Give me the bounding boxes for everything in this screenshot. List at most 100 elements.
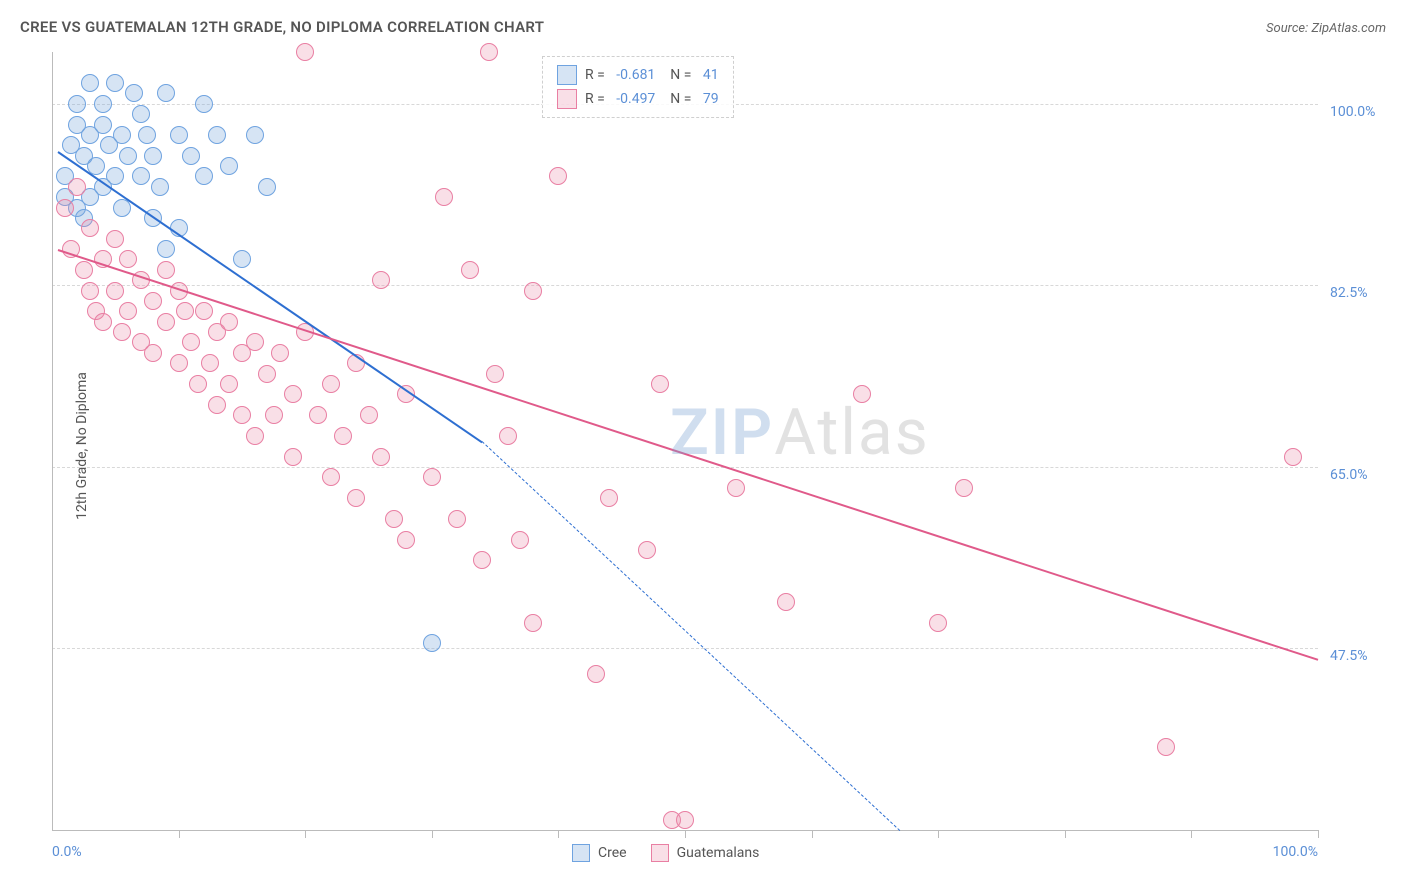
scatter-point bbox=[189, 375, 207, 393]
legend-r-value: -0.497 bbox=[616, 91, 655, 107]
legend-r-label: R = bbox=[585, 67, 608, 83]
scatter-point bbox=[499, 427, 517, 445]
scatter-point bbox=[600, 489, 618, 507]
legend-swatch bbox=[572, 844, 590, 862]
legend-item: Guatemalans bbox=[651, 844, 760, 862]
scatter-point bbox=[486, 365, 504, 383]
legend-r-label: R = bbox=[585, 91, 608, 107]
chart-source: Source: ZipAtlas.com bbox=[1266, 21, 1386, 36]
x-tick bbox=[1318, 830, 1319, 838]
scatter-point bbox=[385, 510, 403, 528]
scatter-point bbox=[106, 282, 124, 300]
scatter-point bbox=[322, 375, 340, 393]
y-tick-label: 47.5% bbox=[1330, 648, 1368, 664]
scatter-point bbox=[524, 614, 542, 632]
scatter-point bbox=[372, 448, 390, 466]
scatter-plot-area: 47.5%65.0%82.5%100.0%0.0%100.0% bbox=[52, 52, 1318, 830]
scatter-point bbox=[144, 147, 162, 165]
legend-swatch bbox=[651, 844, 669, 862]
scatter-point bbox=[1284, 448, 1302, 466]
gridline bbox=[52, 467, 1318, 468]
scatter-point bbox=[94, 116, 112, 134]
legend-stat-row: R = -0.497 N = 79 bbox=[557, 87, 719, 111]
scatter-point bbox=[106, 74, 124, 92]
scatter-point bbox=[265, 406, 283, 424]
scatter-point bbox=[423, 634, 441, 652]
scatter-point bbox=[258, 178, 276, 196]
scatter-point bbox=[94, 95, 112, 113]
trend-line-extrapolated bbox=[482, 441, 900, 831]
scatter-point bbox=[397, 531, 415, 549]
legend-label: Cree bbox=[598, 845, 627, 861]
scatter-point bbox=[524, 282, 542, 300]
scatter-point bbox=[549, 167, 567, 185]
scatter-point bbox=[322, 468, 340, 486]
legend-item: Cree bbox=[572, 844, 627, 862]
scatter-point bbox=[157, 261, 175, 279]
y-tick-label: 100.0% bbox=[1330, 104, 1375, 120]
scatter-point bbox=[157, 84, 175, 102]
scatter-point bbox=[113, 126, 131, 144]
legend-swatch bbox=[557, 65, 577, 85]
y-axis bbox=[52, 52, 53, 830]
scatter-point bbox=[208, 126, 226, 144]
x-tick bbox=[812, 830, 813, 838]
scatter-point bbox=[119, 250, 137, 268]
x-tick bbox=[179, 830, 180, 838]
gridline bbox=[52, 285, 1318, 286]
scatter-point bbox=[360, 406, 378, 424]
x-tick bbox=[1065, 830, 1066, 838]
legend-n-label: N = bbox=[663, 67, 695, 83]
chart-header: CREE VS GUATEMALAN 12TH GRADE, NO DIPLOM… bbox=[20, 18, 1386, 36]
scatter-point bbox=[195, 95, 213, 113]
scatter-point bbox=[271, 344, 289, 362]
scatter-point bbox=[246, 126, 264, 144]
scatter-point bbox=[480, 43, 498, 61]
scatter-point bbox=[676, 811, 694, 829]
scatter-point bbox=[448, 510, 466, 528]
x-tick bbox=[938, 830, 939, 838]
x-tick-label: 100.0% bbox=[1273, 844, 1318, 860]
legend-n-label: N = bbox=[663, 91, 695, 107]
scatter-point bbox=[955, 479, 973, 497]
y-tick-label: 82.5% bbox=[1330, 285, 1368, 301]
scatter-point bbox=[125, 84, 143, 102]
scatter-point bbox=[347, 489, 365, 507]
source-name: ZipAtlas.com bbox=[1311, 21, 1386, 36]
scatter-point bbox=[81, 219, 99, 237]
series-legend: Cree Guatemalans bbox=[572, 844, 759, 862]
scatter-point bbox=[233, 406, 251, 424]
x-tick bbox=[305, 830, 306, 838]
scatter-point bbox=[727, 479, 745, 497]
scatter-point bbox=[334, 427, 352, 445]
legend-r-value: -0.681 bbox=[616, 67, 655, 83]
scatter-point bbox=[220, 313, 238, 331]
scatter-point bbox=[144, 344, 162, 362]
legend-stat-row: R = -0.681 N = 41 bbox=[557, 63, 719, 87]
scatter-point bbox=[208, 396, 226, 414]
chart-title: CREE VS GUATEMALAN 12TH GRADE, NO DIPLOM… bbox=[20, 18, 544, 36]
scatter-point bbox=[151, 178, 169, 196]
scatter-point bbox=[176, 302, 194, 320]
trend-line bbox=[58, 249, 1318, 661]
scatter-point bbox=[182, 333, 200, 351]
scatter-point bbox=[94, 313, 112, 331]
x-tick-label: 0.0% bbox=[52, 844, 82, 860]
scatter-point bbox=[81, 74, 99, 92]
scatter-point bbox=[220, 375, 238, 393]
x-tick bbox=[685, 830, 686, 838]
scatter-point bbox=[170, 126, 188, 144]
scatter-point bbox=[144, 292, 162, 310]
scatter-point bbox=[853, 385, 871, 403]
scatter-point bbox=[56, 199, 74, 217]
scatter-point bbox=[68, 95, 86, 113]
legend-n-value: 79 bbox=[703, 91, 719, 107]
gridline bbox=[52, 648, 1318, 649]
legend-label: Guatemalans bbox=[677, 845, 760, 861]
scatter-point bbox=[246, 427, 264, 445]
scatter-point bbox=[473, 551, 491, 569]
scatter-point bbox=[284, 385, 302, 403]
scatter-point bbox=[929, 614, 947, 632]
scatter-point bbox=[75, 261, 93, 279]
y-tick-label: 65.0% bbox=[1330, 467, 1368, 483]
